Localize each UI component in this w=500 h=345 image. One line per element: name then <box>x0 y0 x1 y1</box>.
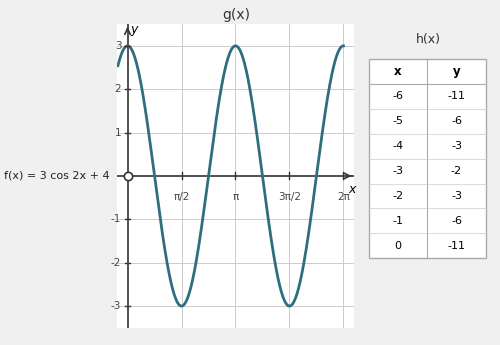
Text: f(x) = 3 cos 2x + 4: f(x) = 3 cos 2x + 4 <box>4 171 110 181</box>
Text: -2: -2 <box>111 258 122 268</box>
Text: -1: -1 <box>111 214 122 224</box>
Text: h(x): h(x) <box>416 33 441 46</box>
Text: -3: -3 <box>451 191 462 201</box>
Text: 0: 0 <box>394 241 402 251</box>
Text: -6: -6 <box>392 91 404 101</box>
Text: -5: -5 <box>392 116 404 126</box>
Text: -2: -2 <box>392 191 404 201</box>
Text: 3π/2: 3π/2 <box>278 193 301 203</box>
Text: -6: -6 <box>451 216 462 226</box>
Text: 2π: 2π <box>337 193 350 203</box>
Text: -3: -3 <box>111 301 122 311</box>
Text: -6: -6 <box>451 116 462 126</box>
Title: g(x): g(x) <box>222 8 250 22</box>
Bar <box>369 59 486 258</box>
Text: -3: -3 <box>392 166 404 176</box>
Text: x: x <box>348 183 356 196</box>
Text: 3: 3 <box>114 41 121 51</box>
Text: -4: -4 <box>392 141 404 151</box>
Text: π: π <box>232 193 238 203</box>
Text: 2: 2 <box>114 84 121 94</box>
Text: -3: -3 <box>451 141 462 151</box>
Text: 1: 1 <box>114 128 121 138</box>
Text: -1: -1 <box>392 216 404 226</box>
Text: x: x <box>394 65 402 78</box>
Text: π/2: π/2 <box>174 193 190 203</box>
Text: y: y <box>130 23 138 36</box>
Text: -11: -11 <box>448 241 466 251</box>
Text: y: y <box>452 65 460 78</box>
Text: -11: -11 <box>448 91 466 101</box>
Text: -2: -2 <box>451 166 462 176</box>
